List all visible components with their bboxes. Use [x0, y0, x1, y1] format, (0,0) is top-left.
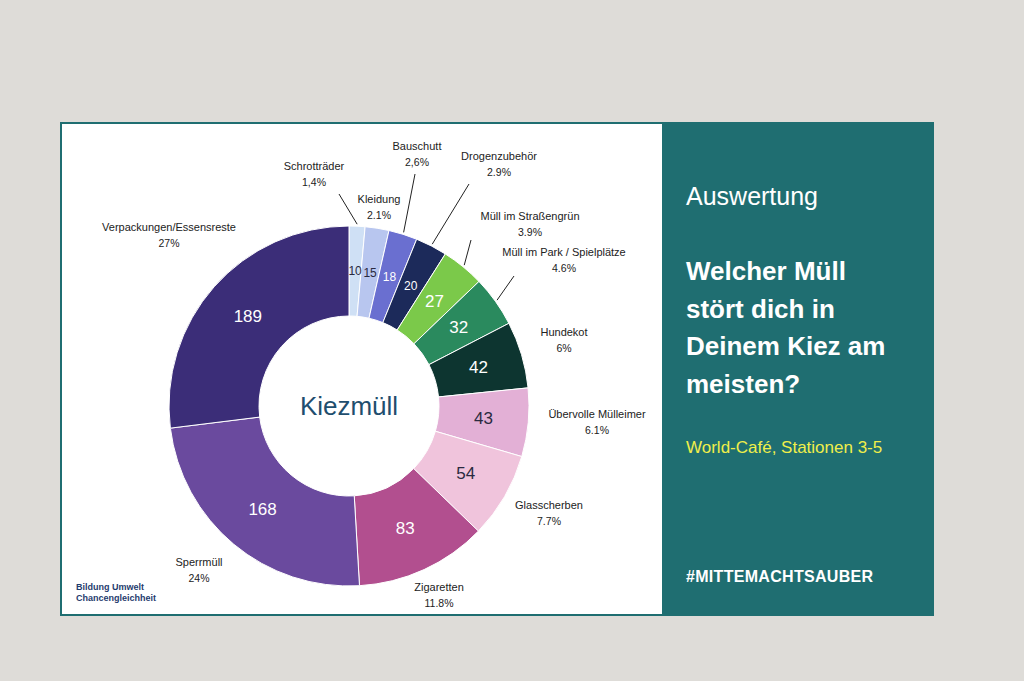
svg-text:27%: 27%	[158, 237, 179, 249]
svg-text:10: 10	[348, 264, 362, 278]
svg-text:Schrotträder: Schrotträder	[284, 160, 345, 172]
svg-text:6.1%: 6.1%	[585, 424, 609, 436]
svg-text:Müll im Straßengrün: Müll im Straßengrün	[480, 210, 579, 222]
svg-text:189: 189	[234, 307, 262, 326]
svg-text:83: 83	[396, 519, 415, 538]
svg-text:Verpackungen/Essensreste: Verpackungen/Essensreste	[102, 221, 236, 233]
svg-text:3.9%: 3.9%	[518, 226, 542, 238]
svg-text:43: 43	[474, 409, 493, 428]
svg-text:2.1%: 2.1%	[367, 209, 391, 221]
svg-text:Zigaretten: Zigaretten	[414, 581, 464, 593]
html-text:#MITTEMACHTSAUBER: #MITTEMACHTSAUBER	[686, 568, 874, 585]
svg-text:6%: 6%	[556, 342, 571, 354]
svg-text:168: 168	[248, 500, 276, 519]
svg-text:Glasscherben: Glasscherben	[515, 499, 583, 511]
html-text:Auswertung: Auswertung	[686, 182, 818, 210]
svg-text:2.9%: 2.9%	[487, 166, 511, 178]
svg-text:11.8%: 11.8%	[425, 597, 454, 609]
svg-text:18: 18	[383, 270, 397, 284]
svg-text:Müll im Park / Spielplätze: Müll im Park / Spielplätze	[502, 246, 626, 258]
svg-text:Übervolle Mülleimer: Übervolle Mülleimer	[548, 408, 646, 420]
svg-text:Kiezmüll: Kiezmüll	[300, 391, 398, 421]
html-text:Welcher Müll stört dich in Dei: Welcher Müll stört dich in Deinem Kiez a…	[686, 256, 886, 400]
svg-text:7.7%: 7.7%	[537, 515, 561, 527]
svg-text:24%: 24%	[188, 572, 209, 584]
svg-text:Sperrmüll: Sperrmüll	[175, 556, 222, 568]
svg-text:54: 54	[456, 464, 475, 483]
svg-text:32: 32	[449, 318, 468, 337]
svg-text:Bauschutt: Bauschutt	[393, 140, 442, 152]
svg-text:27: 27	[425, 292, 444, 311]
svg-text:1,4%: 1,4%	[302, 176, 326, 188]
svg-text:20: 20	[404, 279, 418, 293]
svg-text:15: 15	[363, 266, 377, 280]
svg-text:Kleidung: Kleidung	[358, 193, 401, 205]
html-text:Chancengleichheit: Chancengleichheit	[76, 593, 156, 604]
html-text:World-Café, Stationen 3-5: World-Café, Stationen 3-5	[686, 437, 883, 457]
html-text:Bildung Umwelt: Bildung Umwelt	[76, 582, 144, 593]
svg-text:4.6%: 4.6%	[552, 262, 576, 274]
svg-text:2,6%: 2,6%	[405, 156, 429, 168]
svg-text:Drogenzubehör: Drogenzubehör	[461, 150, 537, 162]
svg-text:Hundekot: Hundekot	[540, 326, 587, 338]
svg-text:42: 42	[469, 358, 488, 377]
